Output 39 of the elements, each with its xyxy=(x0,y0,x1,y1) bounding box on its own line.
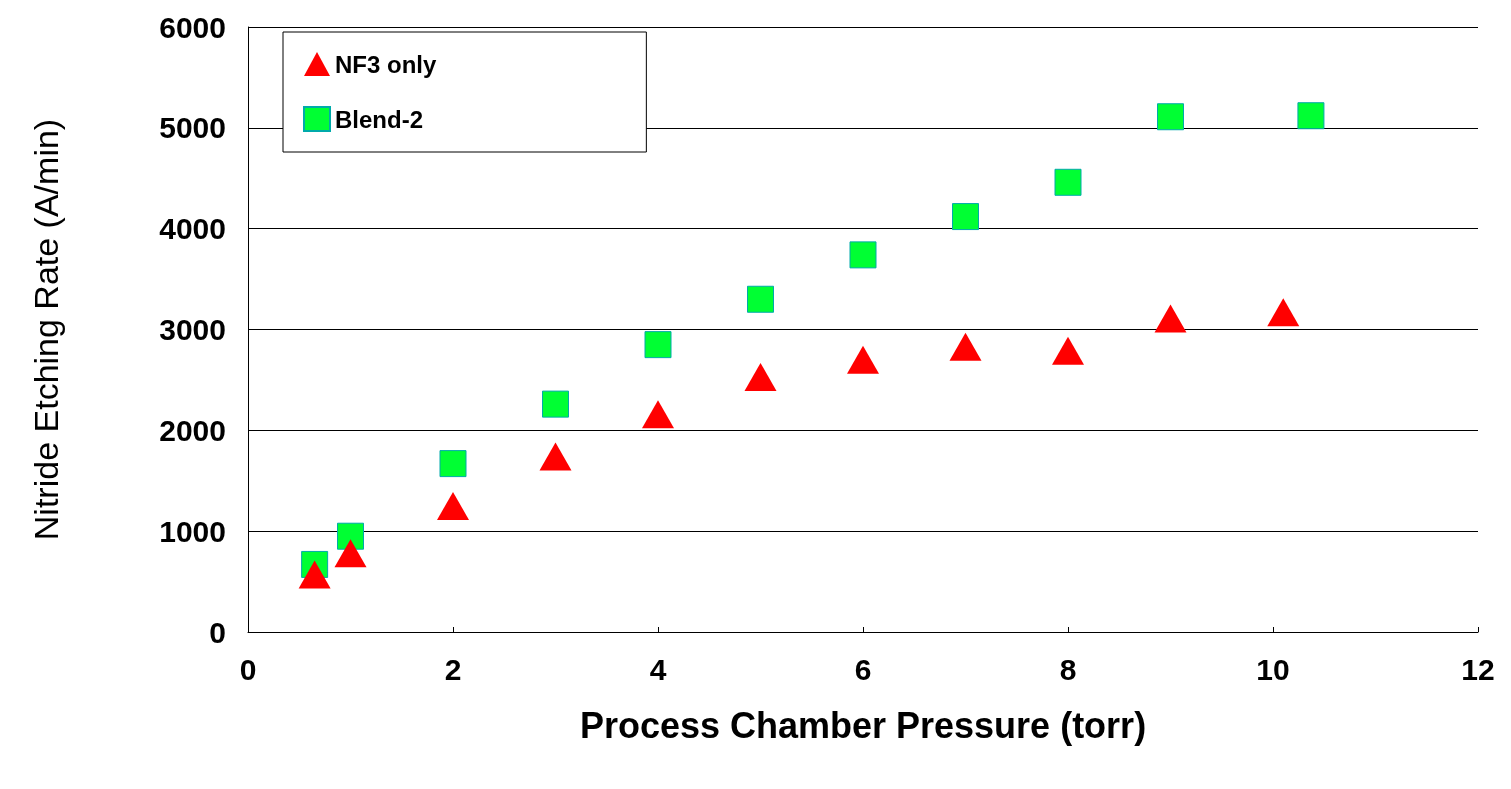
x-tick-label: 6 xyxy=(854,652,872,686)
x-axis-title: Process Chamber Pressure (torr) xyxy=(579,704,1147,746)
y-tick-label: 4000 xyxy=(159,212,226,246)
point xyxy=(539,442,572,471)
point xyxy=(949,332,982,361)
y-tick-label: 3000 xyxy=(159,313,226,346)
y-axis-title: Nitride Etching Rate (A/min) xyxy=(27,118,65,541)
point xyxy=(847,345,879,374)
point xyxy=(1267,298,1300,327)
point xyxy=(644,331,672,359)
y-tick-label: 6000 xyxy=(159,10,226,44)
y-tick-label: 5000 xyxy=(159,111,226,145)
point xyxy=(334,539,367,568)
point xyxy=(1154,304,1187,333)
point xyxy=(1157,103,1184,131)
x-tick-label: 8 xyxy=(1059,652,1077,686)
point xyxy=(1297,102,1325,130)
point xyxy=(952,203,979,231)
x-tick-label: 4 xyxy=(649,652,667,686)
x-tick-label: 2 xyxy=(444,652,462,686)
point xyxy=(542,390,569,418)
x-tick-label: 12 xyxy=(1461,652,1495,686)
point xyxy=(437,491,469,520)
point xyxy=(337,522,364,550)
x-tick-label: 0 xyxy=(239,652,257,686)
point xyxy=(1052,336,1084,365)
point xyxy=(1054,168,1082,196)
point xyxy=(744,362,777,391)
y-tick-label: 2000 xyxy=(159,413,226,447)
point xyxy=(642,400,674,429)
point xyxy=(439,450,467,478)
x-tick-label: 10 xyxy=(1256,652,1290,686)
y-tick-label: 0 xyxy=(209,615,226,649)
point xyxy=(747,285,774,313)
point xyxy=(849,241,877,269)
point xyxy=(298,560,331,589)
y-tick-label: 1000 xyxy=(159,514,226,548)
legend-label: NF3 only xyxy=(335,50,437,78)
legend-label: Blend-2 xyxy=(335,105,424,133)
